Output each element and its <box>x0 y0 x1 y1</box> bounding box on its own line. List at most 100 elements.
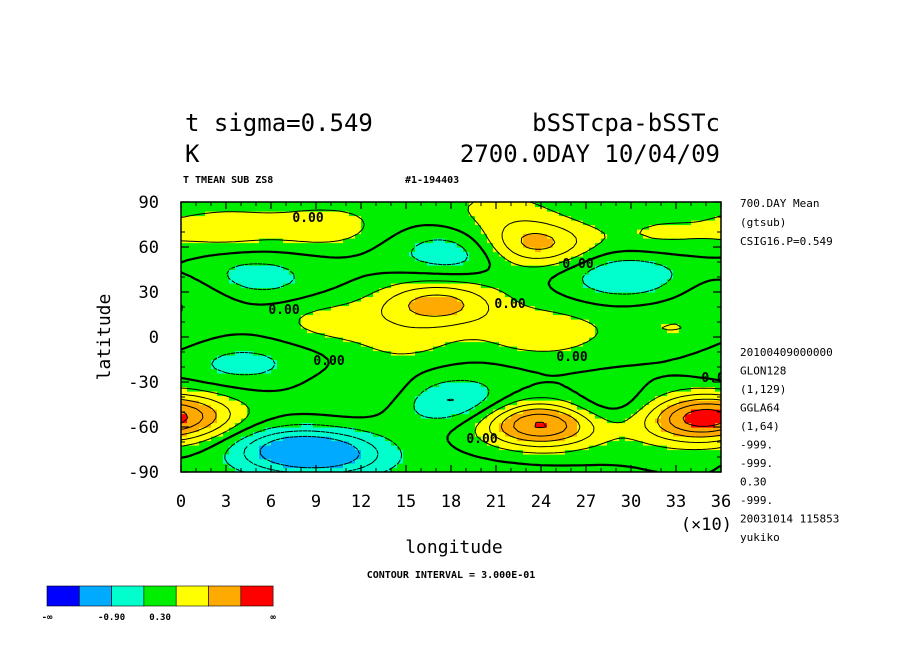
contour-cell <box>625 440 632 446</box>
contour-cell <box>373 265 380 271</box>
contour-cell <box>643 251 650 257</box>
contour-cell <box>559 337 566 343</box>
contour-cell <box>181 391 188 397</box>
contour-cell <box>487 355 494 361</box>
contour-cell <box>355 296 362 302</box>
contour-cell <box>667 287 674 293</box>
contour-cell <box>325 431 332 437</box>
contour-cell <box>211 314 218 320</box>
contour-cell <box>211 413 218 419</box>
contour-cell <box>505 256 512 262</box>
contour-cell <box>589 364 596 370</box>
contour-cell <box>535 386 542 392</box>
contour-cell <box>523 341 530 347</box>
contour-cell <box>391 431 398 437</box>
contour-cell <box>241 278 248 284</box>
contour-cell <box>607 467 614 472</box>
contour-cell <box>235 404 242 410</box>
contour-cell <box>241 422 248 428</box>
contour-cell <box>667 305 674 311</box>
contour-cell <box>613 265 620 271</box>
contour-cell <box>289 463 296 469</box>
contour-cell <box>253 314 260 320</box>
contour-cell <box>469 431 476 437</box>
contour-cell <box>181 467 188 472</box>
contour-cell <box>493 251 500 257</box>
contour-cell <box>205 305 212 311</box>
contour-cell <box>523 359 530 365</box>
contour-cell <box>337 467 344 472</box>
contour-cell <box>607 337 614 343</box>
contour-cell <box>193 418 200 424</box>
contour-cell <box>649 238 656 244</box>
contour-cell <box>211 341 218 347</box>
contour-cell <box>601 341 608 347</box>
contour-cell <box>469 287 476 293</box>
contour-cell <box>445 229 452 235</box>
contour-cell <box>361 301 368 307</box>
contour-cell <box>349 364 356 370</box>
contour-cell <box>277 251 284 257</box>
contour-cell <box>517 377 524 383</box>
contour-cell <box>547 220 554 226</box>
contour-cell <box>469 458 476 464</box>
contour-cell <box>253 274 260 280</box>
contour-cell <box>619 427 626 433</box>
contour-cell <box>655 391 662 397</box>
contour-cell <box>187 355 194 361</box>
contour-cell <box>193 449 200 455</box>
contour-cell <box>541 278 548 284</box>
contour-cell <box>577 229 584 235</box>
contour-cell <box>361 287 368 293</box>
contour-cell <box>571 278 578 284</box>
contour-cell <box>343 328 350 334</box>
contour-cell <box>631 400 638 406</box>
contour-cell <box>349 422 356 428</box>
contour-cell <box>313 274 320 280</box>
contour-cell <box>517 206 524 212</box>
contour-cell <box>487 283 494 289</box>
contour-cell <box>199 400 206 406</box>
contour-cell <box>205 215 212 221</box>
contour-cell <box>457 215 464 221</box>
contour-cell <box>547 409 554 415</box>
contour-cell <box>529 233 536 239</box>
contour-cell <box>613 224 620 230</box>
contour-cell <box>457 238 464 244</box>
contour-cell <box>499 323 506 329</box>
contour-cell <box>187 458 194 464</box>
contour-cell <box>409 364 416 370</box>
contour-cell <box>337 319 344 325</box>
contour-cell <box>637 247 644 253</box>
contour-cell <box>421 238 428 244</box>
contour-cell <box>469 386 476 392</box>
contour-cell <box>343 260 350 266</box>
contour-cell <box>367 400 374 406</box>
contour-cell <box>673 301 680 307</box>
contour-cell <box>631 238 638 244</box>
contour-cell <box>613 382 620 388</box>
contour-cell <box>421 454 428 460</box>
contour-cell <box>331 233 338 239</box>
contour-cell <box>343 305 350 311</box>
contour-cell <box>361 310 368 316</box>
contour-cell <box>427 314 434 320</box>
contour-cell <box>193 368 200 374</box>
contour-cell <box>289 368 296 374</box>
contour-cell <box>421 305 428 311</box>
contour-cell <box>187 328 194 334</box>
contour-cell <box>565 445 572 451</box>
contour-cell <box>241 463 248 469</box>
contour-cell <box>487 296 494 302</box>
contour-cell <box>655 373 662 379</box>
contour-cell <box>349 346 356 352</box>
contour-cell <box>481 260 488 266</box>
contour-cell <box>535 431 542 437</box>
contour-cell <box>487 350 494 356</box>
contour-cell <box>181 427 188 433</box>
contour-cell <box>439 391 446 397</box>
contour-cell <box>457 350 464 356</box>
contour-cell <box>577 427 584 433</box>
contour-cell <box>391 323 398 329</box>
contour-cell <box>253 359 260 365</box>
